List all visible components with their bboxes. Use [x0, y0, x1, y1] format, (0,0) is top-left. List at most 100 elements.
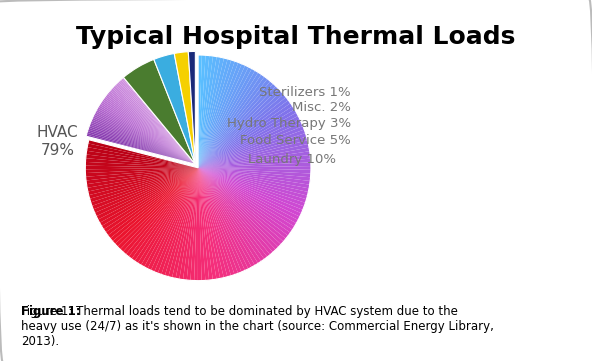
Wedge shape: [198, 168, 248, 270]
Wedge shape: [198, 168, 286, 242]
Wedge shape: [198, 144, 309, 168]
Wedge shape: [141, 168, 198, 267]
Wedge shape: [105, 168, 198, 235]
Wedge shape: [198, 168, 261, 264]
Wedge shape: [94, 115, 195, 164]
Text: Sterilizers 1%: Sterilizers 1%: [259, 86, 351, 99]
Wedge shape: [198, 59, 231, 168]
Wedge shape: [198, 168, 297, 226]
Wedge shape: [99, 168, 198, 226]
Wedge shape: [198, 70, 258, 168]
Wedge shape: [105, 95, 195, 164]
Wedge shape: [124, 59, 195, 164]
Wedge shape: [111, 88, 195, 164]
Wedge shape: [85, 168, 198, 177]
Wedge shape: [198, 168, 227, 278]
Wedge shape: [183, 168, 198, 280]
Wedge shape: [104, 96, 195, 164]
Wedge shape: [91, 168, 198, 206]
Wedge shape: [198, 168, 311, 174]
Wedge shape: [198, 126, 304, 168]
Wedge shape: [123, 168, 198, 254]
Wedge shape: [86, 168, 198, 180]
Wedge shape: [120, 168, 198, 252]
Wedge shape: [88, 140, 198, 168]
Wedge shape: [198, 81, 273, 168]
Wedge shape: [107, 92, 195, 164]
Wedge shape: [198, 67, 252, 168]
Wedge shape: [87, 168, 198, 192]
Text: Food Service 5%: Food Service 5%: [240, 134, 351, 147]
Wedge shape: [198, 168, 278, 250]
Wedge shape: [198, 168, 245, 272]
Wedge shape: [86, 147, 198, 168]
Wedge shape: [117, 82, 195, 164]
Wedge shape: [95, 168, 198, 216]
Wedge shape: [198, 168, 205, 280]
Wedge shape: [198, 162, 311, 168]
Wedge shape: [198, 168, 303, 213]
Wedge shape: [198, 168, 270, 257]
Wedge shape: [85, 168, 198, 173]
Wedge shape: [95, 112, 195, 164]
Wedge shape: [198, 168, 217, 280]
Wedge shape: [198, 86, 279, 168]
Wedge shape: [99, 104, 195, 164]
Text: 79%: 79%: [41, 143, 75, 158]
Wedge shape: [198, 77, 268, 168]
Wedge shape: [198, 168, 294, 230]
Wedge shape: [86, 168, 198, 188]
Wedge shape: [198, 168, 291, 236]
Wedge shape: [96, 110, 195, 164]
Wedge shape: [198, 155, 311, 168]
Wedge shape: [90, 123, 195, 164]
Wedge shape: [198, 168, 202, 280]
Wedge shape: [198, 168, 305, 206]
Wedge shape: [198, 55, 202, 168]
Wedge shape: [147, 168, 198, 270]
Wedge shape: [86, 133, 195, 164]
Wedge shape: [198, 133, 307, 168]
Wedge shape: [198, 57, 224, 168]
Wedge shape: [179, 168, 198, 280]
Wedge shape: [101, 101, 195, 164]
Text: Misc. 2%: Misc. 2%: [292, 101, 351, 114]
Wedge shape: [94, 168, 198, 213]
Wedge shape: [112, 168, 198, 244]
Wedge shape: [198, 168, 231, 277]
Wedge shape: [198, 168, 276, 252]
Wedge shape: [198, 168, 311, 177]
Wedge shape: [96, 168, 198, 219]
Wedge shape: [198, 158, 311, 168]
Wedge shape: [198, 55, 205, 168]
Wedge shape: [91, 121, 195, 164]
Wedge shape: [104, 168, 198, 232]
Wedge shape: [114, 84, 195, 164]
Wedge shape: [98, 105, 195, 164]
Wedge shape: [85, 166, 198, 169]
Wedge shape: [198, 168, 252, 269]
Wedge shape: [198, 168, 209, 280]
Wedge shape: [138, 168, 198, 265]
Wedge shape: [198, 168, 267, 259]
Wedge shape: [198, 168, 298, 223]
Wedge shape: [191, 168, 198, 280]
Wedge shape: [198, 168, 310, 185]
Wedge shape: [198, 123, 303, 168]
Wedge shape: [88, 128, 195, 164]
Wedge shape: [198, 168, 307, 199]
Wedge shape: [198, 168, 242, 273]
Wedge shape: [186, 168, 198, 280]
Wedge shape: [198, 168, 310, 188]
Wedge shape: [89, 125, 195, 164]
Wedge shape: [131, 168, 198, 261]
Wedge shape: [198, 148, 310, 168]
Wedge shape: [103, 98, 195, 164]
Wedge shape: [122, 77, 195, 164]
Wedge shape: [88, 129, 195, 164]
Wedge shape: [87, 131, 195, 164]
Wedge shape: [198, 94, 286, 168]
Wedge shape: [89, 168, 198, 203]
Wedge shape: [198, 119, 301, 168]
Wedge shape: [198, 168, 224, 278]
